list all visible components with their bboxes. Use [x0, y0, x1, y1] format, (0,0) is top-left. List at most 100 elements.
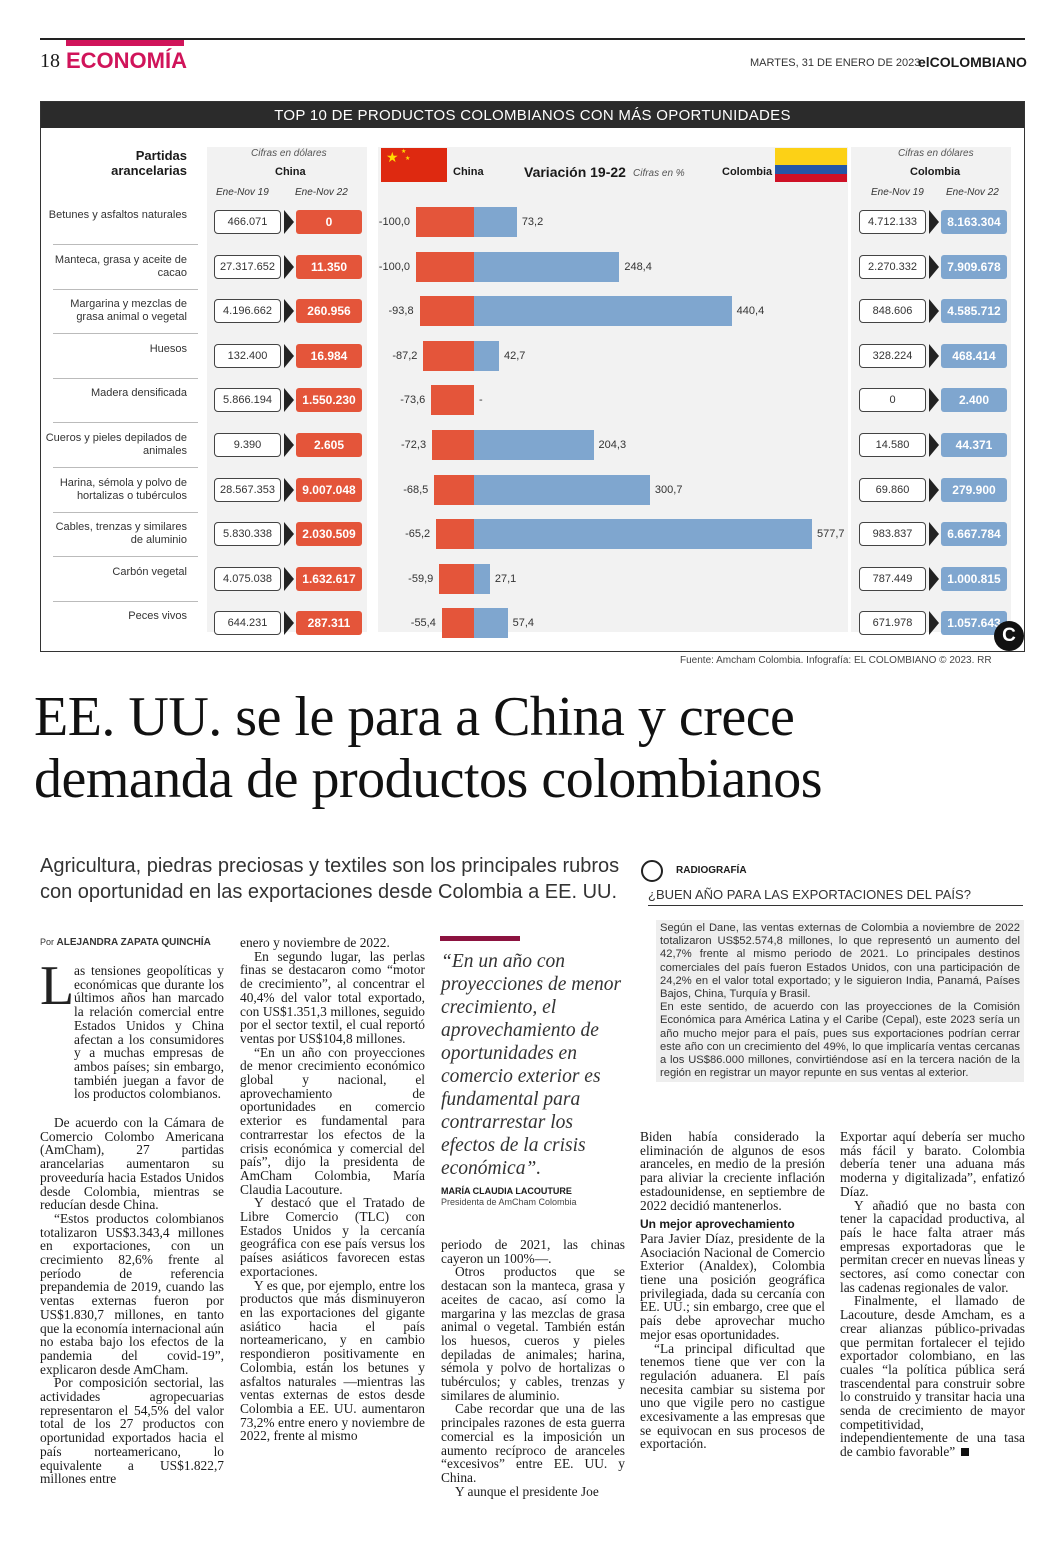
- paragraph: Según el Dane, las ventas externas de Co…: [660, 922, 1020, 1001]
- china-variation-label: -72,3: [400, 439, 427, 451]
- product-label: Peces vivos: [128, 610, 187, 623]
- china-value-2019: 466.071: [214, 210, 281, 234]
- paragraph: Y es que, por ejemplo, entre los product…: [240, 1277, 425, 1444]
- china-value-2022: 16.984: [296, 343, 362, 368]
- paragraph-text: Finalmente, el llamado de Lacouture, des…: [840, 1293, 1025, 1460]
- article-col-1a: as tensiones geopolíticas y económicas q…: [74, 964, 224, 1101]
- china-value-2019: 4.075.038: [214, 566, 281, 591]
- drop-cap: L: [40, 955, 75, 1017]
- byline: Por ALEJANDRA ZAPATA QUINCHÍA: [40, 937, 211, 948]
- china-value-2019: 27.317.652: [214, 254, 281, 279]
- china-variation-label: -68,5: [403, 483, 429, 496]
- china-variation-bar: [431, 385, 474, 416]
- pull-quote-role: Presidenta de AmCham Colombia: [441, 1197, 577, 1207]
- paragraph: Para Javier Díaz, presidente de la Asoci…: [640, 1230, 825, 1342]
- section-title: ECONOMÍA: [66, 48, 187, 73]
- colombia-variation-bar: [474, 474, 650, 505]
- paragraph: Cabe recordar que una de las principales…: [441, 1401, 625, 1485]
- paragraph: “En un año con proyecciones de menor cre…: [240, 1044, 425, 1197]
- subheading: Un mejor aprovechamiento: [640, 1217, 795, 1232]
- section-accent-bar: [66, 40, 184, 46]
- arrow-icon: [284, 299, 294, 324]
- china-cifras-label: Cifras en dólares: [251, 148, 327, 159]
- product-label: Margarina y mezclas de grasa animal o ve…: [70, 298, 187, 324]
- colombia-variation-label: 42,7: [503, 349, 526, 362]
- china-value-2019: 28.567.353: [214, 477, 281, 502]
- china-variation-bar: [416, 251, 474, 282]
- arrow-icon: [284, 522, 294, 547]
- paragraph: De acuerdo con la Cámara de Comercio Col…: [40, 1115, 224, 1213]
- colombia-variation-bar: [474, 608, 508, 639]
- china-variation-bar: [441, 608, 474, 639]
- arrow-icon: [929, 611, 939, 636]
- paragraph: periodo de 2021, las chinas cayeron un 1…: [441, 1237, 625, 1266]
- arrow-icon: [929, 522, 939, 547]
- paragraph: Y aunque el presidente Joe: [455, 1483, 599, 1499]
- colombia-variation-label: 440,4: [736, 305, 765, 318]
- arrow-icon: [284, 343, 294, 368]
- article-col-4: Biden había considerado la eliminación d…: [640, 1130, 825, 1451]
- page-number: 18: [40, 50, 60, 72]
- pull-quote-bar: [440, 936, 520, 941]
- china-value-2019: 132.400: [214, 343, 281, 368]
- colombia-period-19: Ene-Nov 19: [871, 187, 924, 198]
- arrow-icon: [284, 611, 294, 636]
- china-value-2019: 4.196.662: [214, 299, 281, 324]
- row-divider: [53, 600, 198, 602]
- row-divider: [53, 288, 198, 290]
- article-col-3: periodo de 2021, las chinas cayeron un 1…: [441, 1238, 625, 1498]
- china-variation-bar: [416, 207, 474, 237]
- china-variation-label: -87,2: [392, 349, 418, 362]
- radiografia-label: RADIOGRAFÍA: [676, 865, 747, 876]
- china-variation-bar: [439, 563, 474, 594]
- china-variation-bar: [434, 474, 474, 505]
- colombia-value-2019: 0: [859, 388, 926, 413]
- product-label: Carbón vegetal: [112, 565, 187, 578]
- product-label: Harina, sémola y polvo de hortalizas o t…: [59, 476, 187, 502]
- infographic-title: TOP 10 DE PRODUCTOS COLOMBIANOS CON MÁS …: [41, 102, 1024, 128]
- colombia-value-2022: 8.163.304: [941, 210, 1007, 234]
- variation-colombia-label: Colombia: [722, 166, 773, 178]
- colombia-variation-bar: [474, 430, 594, 460]
- china-header: China: [275, 166, 306, 178]
- colombia-flag-icon: [775, 148, 847, 182]
- product-label: Betunes y asfaltos naturales: [48, 209, 187, 221]
- product-label: Huesos: [149, 342, 187, 355]
- infographic-source: Fuente: Amcham Colombia. Infografía: EL …: [680, 655, 992, 666]
- paragraph: En segundo lugar, las perlas finas se de…: [240, 948, 425, 1046]
- row-divider: [53, 422, 198, 424]
- china-variation-bar: [419, 296, 474, 327]
- colombia-value-2022: 1.000.815: [941, 566, 1007, 591]
- colombia-variation-bar: [474, 519, 812, 550]
- china-variation-label: -93,8: [388, 305, 414, 318]
- colombia-variation-label: 577,7: [817, 528, 845, 541]
- paragraph: “La principal dificultad que tenemos tie…: [640, 1340, 825, 1452]
- colombia-value-2019: 2.270.332: [859, 254, 926, 279]
- colombia-variation-bar: [474, 207, 517, 237]
- end-mark-icon: [961, 1448, 970, 1457]
- colombia-value-2022: 7.909.678: [941, 254, 1007, 279]
- byline-prefix: Por: [40, 937, 55, 947]
- china-variation-bar: [423, 340, 474, 371]
- paragraph: Finalmente, el llamado de Lacouture, des…: [840, 1294, 1025, 1458]
- article-col-1b: De acuerdo con la Cámara de Comercio Col…: [40, 1116, 224, 1486]
- colombia-cifras-label: Cifras en dólares: [898, 148, 974, 159]
- arrow-icon: [284, 433, 294, 457]
- china-variation-label: -73,6: [400, 394, 426, 407]
- pull-quote: “En un año con proyecciones de menor cre…: [441, 951, 622, 1179]
- top-rule: [40, 38, 1025, 40]
- product-label: Madera densificada: [90, 387, 187, 400]
- china-variation-label: -55,4: [410, 617, 436, 630]
- colombia-value-2022: 4.585.712: [941, 299, 1007, 324]
- arrow-icon: [929, 433, 939, 457]
- colombia-variation-label: 204,3: [598, 439, 627, 451]
- china-flag-icon: ★ ★ ★: [381, 148, 447, 182]
- byline-author: ALEJANDRA ZAPATA QUINCHÍA: [56, 937, 211, 948]
- product-label: Cueros y pieles depilados de animales: [45, 432, 187, 457]
- row-divider: [53, 511, 198, 513]
- china-variation-label: -65,2: [405, 528, 431, 541]
- variation-units: Cifras en %: [633, 168, 685, 179]
- colombia-value-2019: 787.449: [859, 566, 926, 591]
- paragraph: enero y noviembre de 2022.: [240, 935, 390, 950]
- colombia-variation-bar: [474, 296, 732, 327]
